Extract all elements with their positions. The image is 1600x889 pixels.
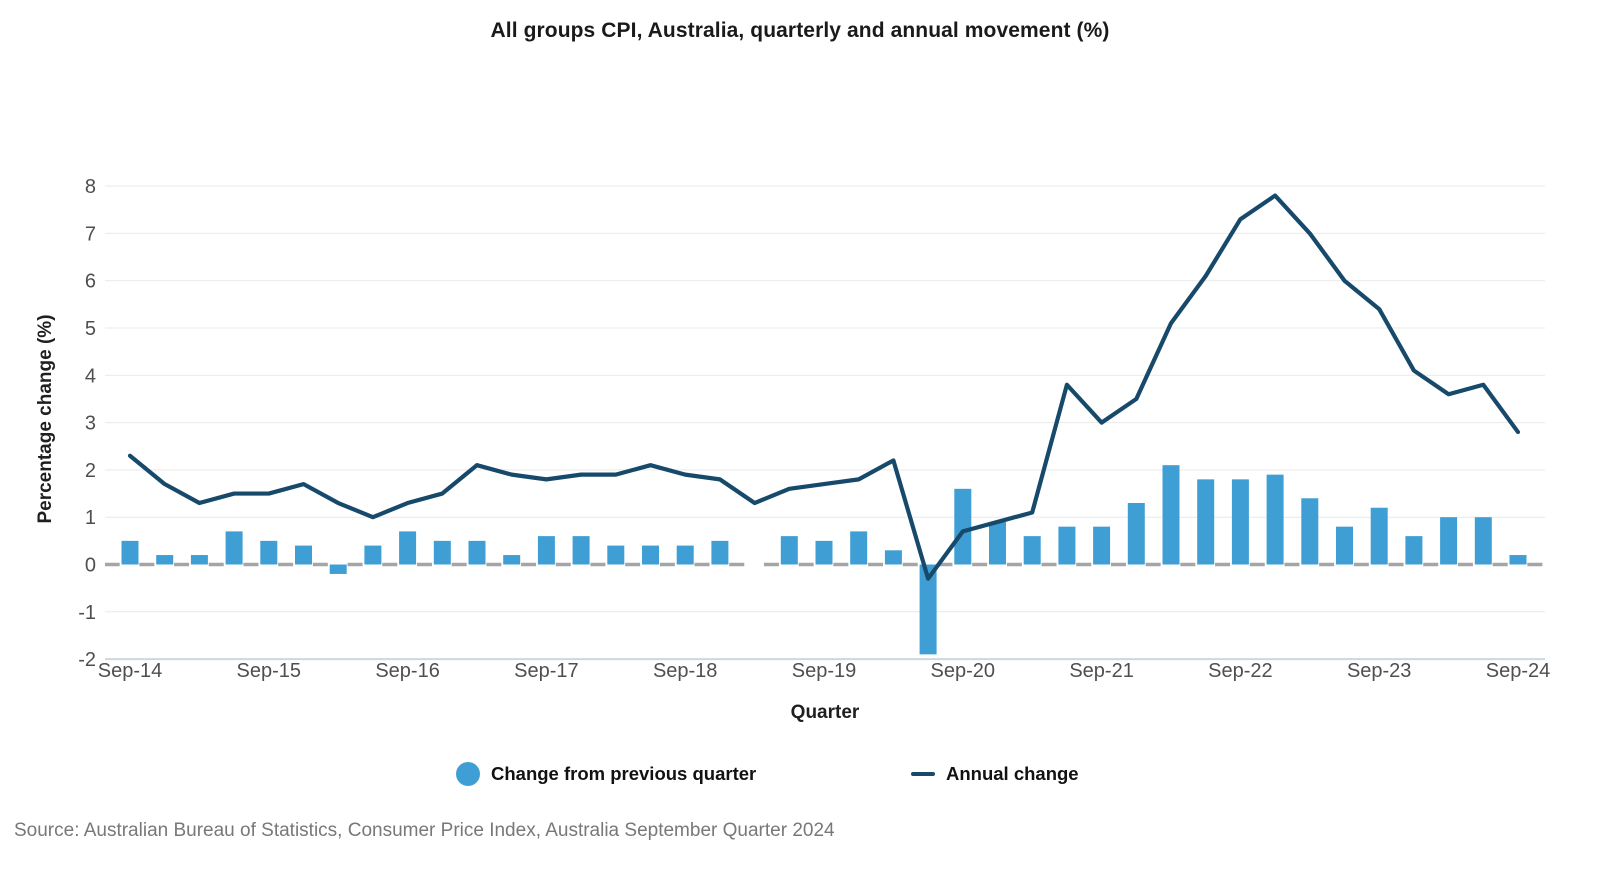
x-tick-label-Sep-23: Sep-23: [1347, 660, 1412, 682]
quarterly-bar-Mar-17: [468, 540, 486, 565]
x-tick-label-Sep-21: Sep-21: [1069, 660, 1134, 682]
chart-title: All groups CPI, Australia, quarterly and…: [490, 19, 1110, 42]
x-tick-label-Sep-24: Sep-24: [1486, 660, 1551, 682]
quarterly-bar-Sep-20: [954, 488, 972, 565]
annual-change-line: [127, 193, 1521, 581]
quarterly-bar-Mar-16: [329, 564, 347, 574]
legend-line-marker-icon: [911, 772, 935, 776]
x-tick-label-Sep-19: Sep-19: [792, 660, 857, 682]
quarterly-bar-Mar-18: [607, 545, 625, 565]
x-tick-label-Sep-17: Sep-17: [514, 660, 579, 682]
quarterly-bar-Jun-17: [503, 555, 521, 565]
source-note: Source: Australian Bureau of Statistics,…: [14, 820, 835, 841]
quarterly-bar-Mar-23: [1301, 498, 1319, 565]
cpi-chart: 8 7 6 5 4 3 2 1 0 -1 -2 Sep-14 Sep-15 Sep-16 Sep-17 Sep…: [78, 176, 1551, 682]
quarterly-bar-Dec-14: [156, 555, 174, 565]
x-tick-label-Sep-20: Sep-20: [931, 660, 996, 682]
quarterly-bar-Dec-22: [1266, 474, 1284, 565]
legend-item-annual-change: Annual change: [911, 759, 1079, 789]
quarterly-bar-Jun-24: [1474, 517, 1492, 565]
quarterly-bar-Dec-21: [1127, 503, 1145, 565]
quarterly-bar-Dec-18: [711, 540, 729, 565]
y-tick-label-7: 7: [85, 223, 96, 245]
quarterly-bar-Jun-20: [919, 564, 937, 655]
x-tick-label-Sep-18: Sep-18: [653, 660, 718, 682]
quarterly-bar-Sep-21: [1093, 526, 1111, 565]
quarterly-bar-Mar-20: [884, 550, 902, 565]
y-tick-label--2: -2: [78, 649, 96, 671]
y-tick-label-0: 0: [85, 555, 96, 577]
quarterly-bar-Jun-16: [364, 545, 382, 565]
y-tick-label-8: 8: [85, 176, 96, 198]
y-tick-label-1: 1: [85, 507, 96, 529]
quarterly-bar-Sep-22: [1231, 479, 1249, 565]
quarterly-bar-Dec-19: [850, 531, 868, 565]
quarterly-bar-Mar-15: [190, 555, 208, 565]
quarterly-bar-Mar-21: [1023, 536, 1041, 565]
quarterly-bar-Jun-23: [1336, 526, 1353, 565]
y-tick-label-6: 6: [85, 271, 96, 293]
quarterly-bar-Sep-19: [815, 540, 833, 565]
quarterly-bar-Mar-22: [1162, 465, 1180, 565]
quarterly-bar-Dec-23: [1405, 536, 1423, 565]
quarterly-bar-Sep-14: [121, 540, 139, 565]
quarterly-bar-Sep-15: [260, 540, 278, 565]
quarterly-bar-Jun-22: [1197, 479, 1215, 565]
legend-item-quarterly-change: Change from previous quarter: [456, 759, 756, 789]
x-tick-label-Sep-15: Sep-15: [237, 660, 302, 682]
quarterly-bar-Jun-19: [780, 536, 798, 565]
quarterly-bar-Mar-24: [1440, 517, 1458, 565]
legend-label-annual: Annual change: [946, 763, 1079, 784]
x-tick-label-Sep-16: Sep-16: [375, 660, 440, 682]
x-axis-title: Quarter: [790, 702, 860, 723]
quarterly-bar-Dec-17: [572, 536, 590, 565]
y-tick-label-5: 5: [85, 318, 96, 340]
quarterly-bar-Jun-15: [225, 531, 243, 565]
x-tick-label-Sep-22: Sep-22: [1208, 660, 1273, 682]
y-tick-label--1: -1: [78, 602, 96, 624]
x-tick-label-Sep-14: Sep-14: [98, 660, 163, 682]
legend-circle-marker-icon: [456, 762, 480, 786]
quarterly-bar-Sep-18: [676, 545, 694, 565]
quarterly-bar-Dec-16: [433, 540, 451, 565]
quarterly-bar-Jun-18: [642, 545, 659, 565]
quarterly-bar-Sep-24: [1509, 555, 1527, 565]
quarterly-bar-Sep-17: [537, 536, 555, 565]
quarterly-bar-Jun-21: [1058, 526, 1076, 565]
quarterly-bar-Sep-16: [399, 531, 417, 565]
legend-label-quarterly: Change from previous quarter: [491, 763, 757, 784]
y-tick-label-2: 2: [85, 460, 96, 482]
y-tick-label-3: 3: [85, 413, 96, 435]
quarterly-bar-Sep-23: [1370, 507, 1388, 565]
quarterly-bar-Dec-20: [989, 521, 1006, 565]
y-tick-label-4: 4: [85, 365, 96, 387]
quarterly-bar-Dec-15: [295, 545, 312, 565]
